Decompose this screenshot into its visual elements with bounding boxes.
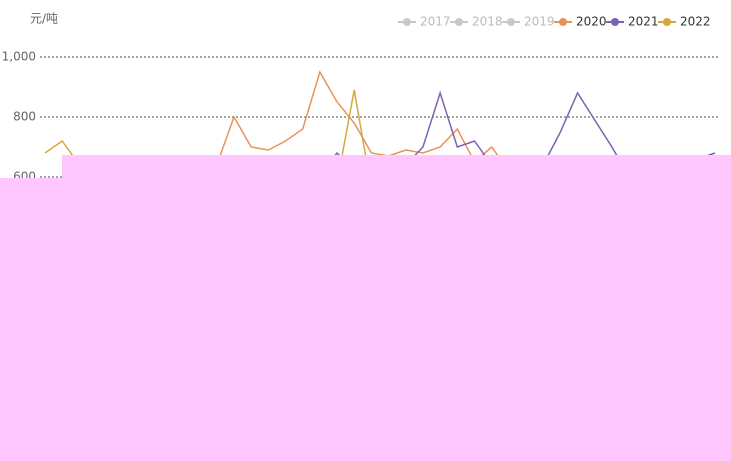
legend-item[interactable]: 2019 [502,15,555,29]
legend-label: 2022 [680,15,711,29]
legend-icon [663,18,671,26]
legend-item[interactable]: 2022 [658,15,711,29]
legend-label: 2020 [576,15,607,29]
legend-item[interactable]: 2020 [554,15,607,29]
legend-label: 2017 [420,15,451,29]
legend-icon [403,18,411,26]
overlay [62,155,731,461]
legend-icon [507,18,515,26]
legend-icon [455,18,463,26]
legend-label: 2018 [472,15,503,29]
legend-item[interactable]: 2018 [450,15,503,29]
legend-label: 2019 [524,15,555,29]
legend-label: 2021 [628,15,659,29]
legend-item[interactable]: 2021 [606,15,659,29]
legend-icon [611,18,619,26]
legend-icon [559,18,567,26]
legend-item[interactable]: 2017 [398,15,451,29]
unit-label: 元/吨 [30,12,58,26]
y-tick-label: 800 [13,110,36,124]
y-tick-label: 1,000 [2,50,36,64]
